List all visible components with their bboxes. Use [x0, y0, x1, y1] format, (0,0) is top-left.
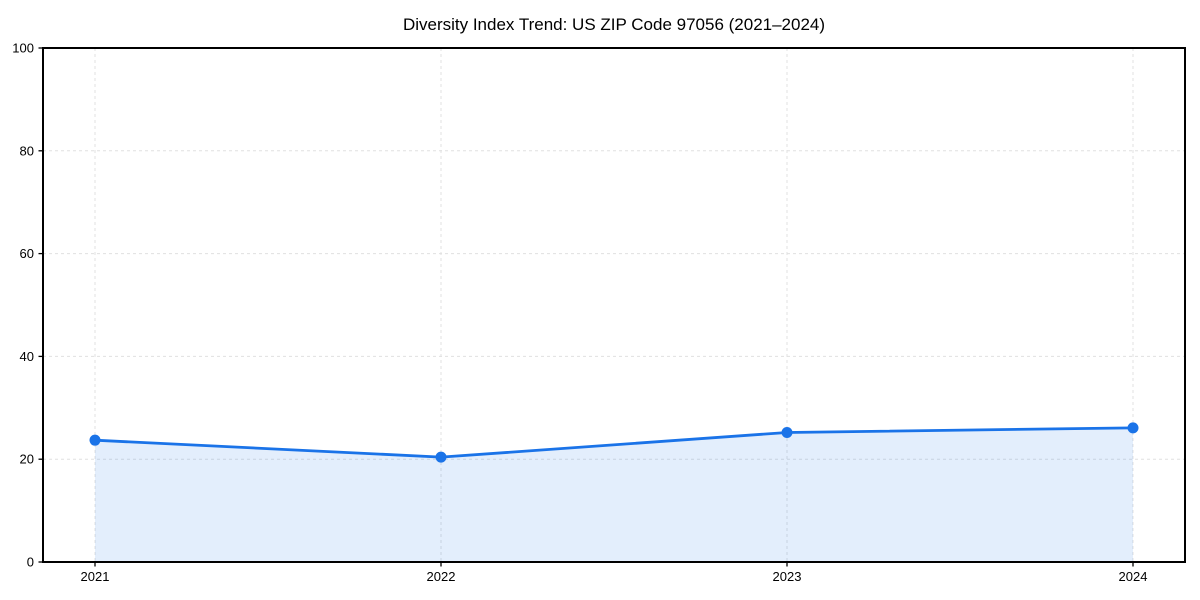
plot-border [42, 47, 1186, 563]
y-axis-tick-label: 100 [12, 41, 34, 56]
data-point-2024 [1127, 422, 1139, 434]
x-axis-tick-label: 2023 [773, 569, 802, 584]
series-line [93, 426, 1135, 459]
y-axis-tick-label: 20 [20, 452, 34, 467]
data-point-2021 [89, 434, 101, 446]
data-point-2022 [435, 451, 447, 463]
y-axis-tick-label: 80 [20, 143, 34, 158]
chart-title: Diversity Index Trend: US ZIP Code 97056… [402, 15, 826, 34]
x-axis-tick-label: 2024 [1119, 569, 1148, 584]
y-axis-tick-label: 60 [20, 246, 34, 261]
x-axis-tick-label: 2021 [81, 569, 110, 584]
area-fill [95, 427, 1133, 562]
y-axis-tick-label: 40 [20, 349, 34, 364]
y-axis-tick-label: 0 [27, 555, 34, 570]
data-point-2023 [781, 426, 793, 438]
x-axis-tick-label: 2022 [427, 569, 456, 584]
